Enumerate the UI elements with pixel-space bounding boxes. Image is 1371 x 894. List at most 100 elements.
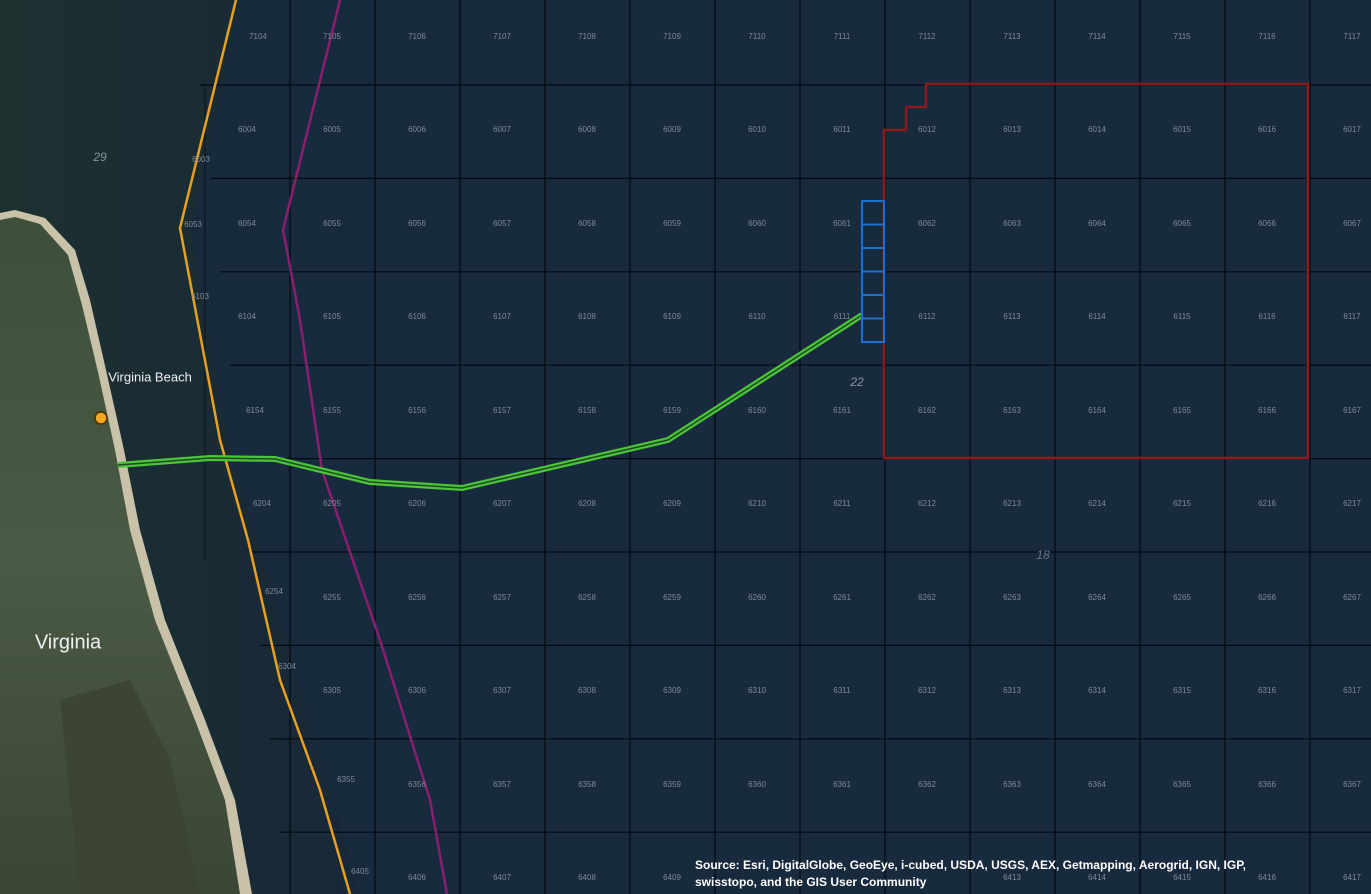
cell-label: 6355 bbox=[337, 775, 355, 784]
cell-label: 6009 bbox=[663, 125, 681, 134]
cell-label: 6360 bbox=[748, 780, 766, 789]
cell-label: 6265 bbox=[1173, 593, 1191, 602]
project-blocks bbox=[861, 200, 885, 343]
cell-label: 7113 bbox=[1003, 32, 1021, 41]
orange-boundary bbox=[178, 0, 352, 894]
cell-label: 6105 bbox=[323, 312, 341, 321]
cell-label: 6357 bbox=[493, 780, 511, 789]
zone-label: 18 bbox=[1036, 548, 1050, 562]
cell-label: 6315 bbox=[1173, 686, 1191, 695]
cell-label: 6108 bbox=[578, 312, 596, 321]
cell-label: 6063 bbox=[1003, 219, 1021, 228]
cell-label: 6217 bbox=[1343, 499, 1361, 508]
cell-label: 6163 bbox=[1003, 406, 1021, 415]
cell-label: 6003 bbox=[192, 155, 210, 164]
place-label: Virginia Beach bbox=[108, 369, 192, 384]
cell-label: 6365 bbox=[1173, 780, 1191, 789]
cell-label: 6304 bbox=[278, 662, 296, 671]
cell-label: 6310 bbox=[748, 686, 766, 695]
inland-water bbox=[60, 680, 200, 894]
cell-label: 7112 bbox=[918, 32, 936, 41]
cell-label: 6311 bbox=[833, 686, 851, 695]
cell-label: 6015 bbox=[1173, 125, 1191, 134]
cell-label: 6111 bbox=[834, 312, 851, 321]
cell-label: 6254 bbox=[265, 587, 283, 596]
cell-label: 6107 bbox=[493, 312, 511, 321]
cell-label: 6156 bbox=[408, 406, 426, 415]
cell-label: 6117 bbox=[1343, 312, 1361, 321]
lease-area bbox=[882, 82, 1310, 460]
cable-inner bbox=[117, 314, 863, 489]
cell-label: 6367 bbox=[1343, 780, 1361, 789]
cell-label: 6415 bbox=[1173, 873, 1191, 882]
cell-label: 6056 bbox=[408, 219, 426, 228]
cell-label: 6054 bbox=[238, 219, 256, 228]
cell-label: 7111 bbox=[834, 32, 851, 41]
cell-label: 6004 bbox=[238, 125, 256, 134]
cell-label: 6356 bbox=[408, 780, 426, 789]
cell-label: 6362 bbox=[918, 780, 936, 789]
cell-label: 6053 bbox=[184, 220, 202, 229]
cell-label: 6065 bbox=[1173, 219, 1191, 228]
cell-label: 7108 bbox=[578, 32, 596, 41]
cell-label: 6061 bbox=[833, 219, 851, 228]
cell-label: 7107 bbox=[493, 32, 511, 41]
cell-label: 6261 bbox=[833, 593, 851, 602]
city-marker bbox=[94, 411, 108, 425]
cell-label: 6104 bbox=[238, 312, 256, 321]
cell-label: 6255 bbox=[323, 593, 341, 602]
cell-label: 6359 bbox=[663, 780, 681, 789]
cell-label: 7116 bbox=[1258, 32, 1276, 41]
cell-label: 7109 bbox=[663, 32, 681, 41]
cell-label: 6263 bbox=[1003, 593, 1021, 602]
cell-label: 6210 bbox=[748, 499, 766, 508]
cell-label: 6109 bbox=[663, 312, 681, 321]
cell-label: 6258 bbox=[578, 593, 596, 602]
cell-label: 6113 bbox=[1003, 312, 1021, 321]
cell-label: 6057 bbox=[493, 219, 511, 228]
cell-label: 6314 bbox=[1088, 686, 1106, 695]
cell-label: 6405 bbox=[351, 867, 369, 876]
cell-label: 6055 bbox=[323, 219, 341, 228]
cell-label: 6007 bbox=[493, 125, 511, 134]
cell-label: 6166 bbox=[1258, 406, 1276, 415]
zone-label: 29 bbox=[92, 150, 107, 164]
cell-label: 6165 bbox=[1173, 406, 1191, 415]
cell-label: 6417 bbox=[1343, 873, 1361, 882]
cell-label: 6010 bbox=[748, 125, 766, 134]
cell-label: 7114 bbox=[1088, 32, 1106, 41]
cell-label: 6206 bbox=[408, 499, 426, 508]
cell-label: 6307 bbox=[493, 686, 511, 695]
cell-label: 6363 bbox=[1003, 780, 1021, 789]
cell-label: 6262 bbox=[918, 593, 936, 602]
cell-label: 6012 bbox=[918, 125, 936, 134]
cell-label: 6114 bbox=[1088, 312, 1106, 321]
cell-label: 6316 bbox=[1258, 686, 1276, 695]
cell-label: 6115 bbox=[1173, 312, 1191, 321]
cable-route bbox=[117, 312, 864, 492]
cell-label: 6305 bbox=[323, 686, 341, 695]
cell-label: 6161 bbox=[833, 406, 851, 415]
cell-label: 7105 bbox=[323, 32, 341, 41]
cell-label: 6067 bbox=[1343, 219, 1361, 228]
cell-label: 6414 bbox=[1088, 873, 1106, 882]
cell-label: 6062 bbox=[918, 219, 936, 228]
cell-label: 6159 bbox=[663, 406, 681, 415]
cell-label: 6216 bbox=[1258, 499, 1276, 508]
cell-label: 6208 bbox=[578, 499, 596, 508]
cell-label: 6058 bbox=[578, 219, 596, 228]
cell-label: 6409 bbox=[663, 873, 681, 882]
cell-label: 6106 bbox=[408, 312, 426, 321]
cell-label: 6017 bbox=[1343, 125, 1361, 134]
cell-label: 6416 bbox=[1258, 873, 1276, 882]
cell-label: 6016 bbox=[1258, 125, 1276, 134]
cell-label: 6413 bbox=[1003, 873, 1021, 882]
cell-label: 6112 bbox=[918, 312, 936, 321]
cell-label: 6167 bbox=[1343, 406, 1361, 415]
cell-label: 6207 bbox=[493, 499, 511, 508]
cell-label: 6408 bbox=[578, 873, 596, 882]
cell-label: 6308 bbox=[578, 686, 596, 695]
cell-label: 6213 bbox=[1003, 499, 1021, 508]
cell-label: 6006 bbox=[408, 125, 426, 134]
